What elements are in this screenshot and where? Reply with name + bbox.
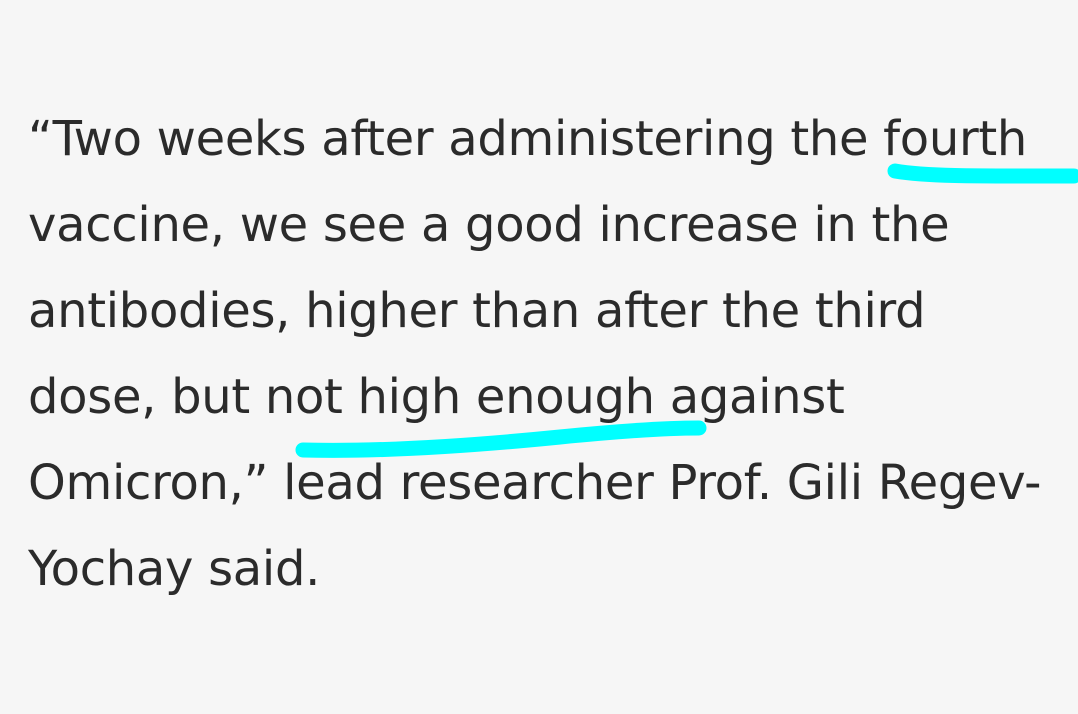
quote-line-5: Omicron,” lead researcher Prof. Gili Reg… bbox=[28, 455, 1042, 511]
quote-line-6: Yochay said. bbox=[28, 541, 321, 597]
article-quote-paragraph: “Two weeks after administering the fourt… bbox=[28, 96, 1078, 612]
quote-line-2: vaccine, we see a good increase in the bbox=[28, 197, 950, 253]
quote-line-1: “Two weeks after administering the fourt… bbox=[28, 111, 1028, 167]
quote-line-3: antibodies, higher than after the third bbox=[28, 283, 926, 339]
quote-line-4: dose, but not high enough against bbox=[28, 369, 845, 425]
